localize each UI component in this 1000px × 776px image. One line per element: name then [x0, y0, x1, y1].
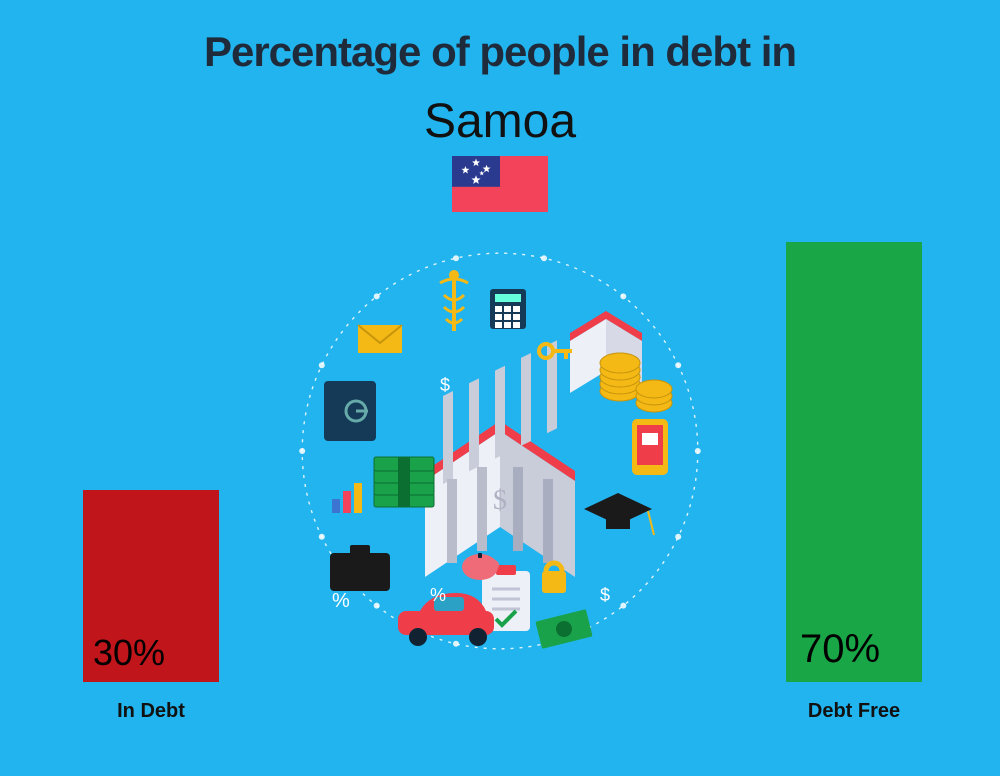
- svg-text:$: $: [493, 485, 507, 516]
- bar-debt-free-label: Debt Free: [786, 700, 922, 723]
- svg-text:%: %: [332, 590, 350, 612]
- bar-in-debt: 30%: [83, 490, 219, 682]
- bar-in-debt-label: In Debt: [83, 700, 219, 723]
- bar-debt-free-value: 70%: [800, 627, 880, 672]
- bar-debt-free: 70%: [786, 242, 922, 682]
- title-line-2: Samoa: [0, 94, 1000, 149]
- svg-text:$: $: [600, 585, 610, 605]
- bar-in-debt-value: 30%: [93, 632, 165, 674]
- svg-text:%: %: [430, 585, 446, 605]
- infographic-canvas: Percentage of people in debt in Samoa 30…: [0, 0, 1000, 776]
- title-line-1: Percentage of people in debt in: [0, 28, 1000, 76]
- svg-text:$: $: [440, 375, 450, 395]
- samoa-flag-icon: [452, 156, 548, 217]
- finance-collage-icon: $: [285, 236, 715, 666]
